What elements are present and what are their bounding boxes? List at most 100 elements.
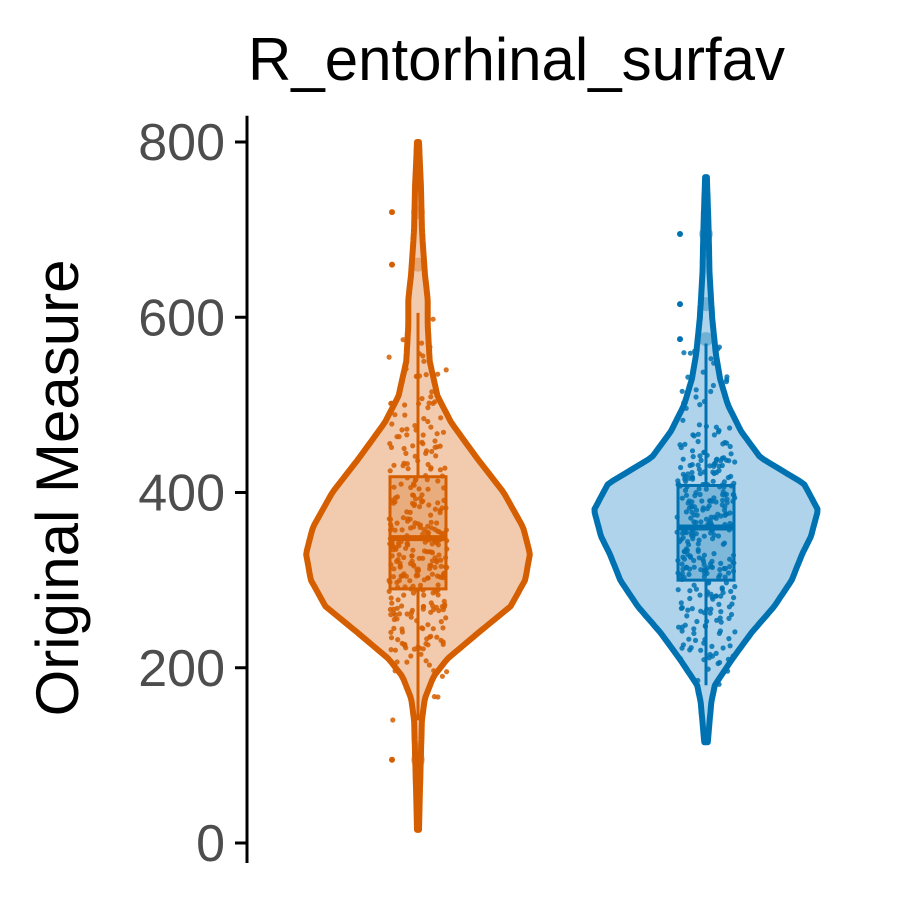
data-point xyxy=(401,445,407,452)
data-point xyxy=(412,453,418,459)
data-point xyxy=(388,629,394,635)
data-point xyxy=(399,527,405,533)
data-point xyxy=(410,443,416,449)
data-point xyxy=(704,506,711,512)
data-point xyxy=(724,440,730,446)
data-point xyxy=(404,509,410,515)
data-point xyxy=(432,438,438,444)
data-point xyxy=(679,645,685,651)
data-point xyxy=(701,533,707,539)
data-point xyxy=(390,717,396,723)
data-point xyxy=(678,537,684,543)
data-point xyxy=(679,624,685,630)
data-point xyxy=(431,694,437,700)
plot-area xyxy=(303,139,821,833)
data-point xyxy=(419,340,425,346)
outlier-point xyxy=(699,332,713,347)
data-point xyxy=(392,647,398,653)
data-point xyxy=(702,449,708,455)
data-point xyxy=(394,520,400,526)
data-point xyxy=(728,611,735,618)
data-point xyxy=(425,486,431,492)
data-point xyxy=(719,585,725,591)
data-point xyxy=(717,628,724,634)
data-point xyxy=(693,394,699,400)
data-point xyxy=(396,611,403,617)
data-point xyxy=(701,574,708,580)
data-point xyxy=(408,525,414,531)
data-point xyxy=(727,556,733,562)
data-point xyxy=(718,513,724,519)
data-point xyxy=(432,564,438,571)
y-tick-label: 200 xyxy=(138,640,225,698)
data-point xyxy=(420,604,426,610)
data-point xyxy=(395,597,401,603)
data-point xyxy=(688,515,694,521)
data-point xyxy=(414,571,420,577)
data-point xyxy=(402,412,408,418)
data-point xyxy=(709,558,715,565)
data-point xyxy=(416,373,423,379)
data-point xyxy=(425,642,431,648)
data-point xyxy=(428,394,434,400)
data-point xyxy=(691,512,697,518)
data-point xyxy=(405,466,411,472)
data-point xyxy=(722,504,728,510)
data-point xyxy=(429,389,435,395)
data-point xyxy=(394,616,400,622)
data-point xyxy=(393,546,399,552)
data-point xyxy=(434,444,440,450)
violin-group-1 xyxy=(303,139,533,833)
data-point xyxy=(410,590,417,596)
outlier-jitter-point xyxy=(677,301,683,308)
data-point xyxy=(425,575,431,581)
data-point xyxy=(722,574,728,580)
data-point xyxy=(677,442,683,448)
data-point xyxy=(687,588,693,594)
data-point xyxy=(708,606,714,612)
data-point xyxy=(404,461,410,467)
data-point xyxy=(680,456,686,462)
data-point xyxy=(419,396,425,402)
data-point xyxy=(725,656,732,663)
data-point xyxy=(388,612,394,618)
data-point xyxy=(679,628,685,634)
y-tick-label: 600 xyxy=(138,289,225,347)
data-point xyxy=(689,448,696,454)
data-point xyxy=(440,639,446,645)
data-point xyxy=(675,478,681,484)
data-point xyxy=(700,507,706,513)
data-point xyxy=(399,603,405,609)
data-point xyxy=(683,478,689,484)
data-point xyxy=(391,462,397,468)
data-point xyxy=(682,548,688,555)
data-point xyxy=(437,507,443,513)
data-point xyxy=(718,619,724,625)
data-point xyxy=(392,527,398,533)
data-point xyxy=(703,486,709,492)
data-point xyxy=(715,429,722,435)
data-point xyxy=(680,417,686,423)
data-point xyxy=(429,571,435,577)
data-point xyxy=(725,475,731,481)
data-point xyxy=(696,466,703,472)
data-point xyxy=(687,350,694,356)
data-point xyxy=(695,431,701,437)
data-point xyxy=(435,542,441,548)
data-point xyxy=(425,405,431,411)
data-point xyxy=(683,509,690,515)
data-point xyxy=(680,566,686,572)
data-point xyxy=(726,636,732,642)
data-point xyxy=(436,552,442,558)
data-point xyxy=(395,637,401,643)
data-point xyxy=(679,561,685,567)
data-point xyxy=(696,422,703,428)
data-point xyxy=(414,567,420,573)
data-point xyxy=(437,574,443,580)
data-point xyxy=(691,582,697,588)
data-point xyxy=(434,431,440,437)
data-point xyxy=(717,659,723,666)
data-point xyxy=(394,659,400,665)
data-point xyxy=(685,374,691,380)
outlier-jitter-point xyxy=(389,756,395,763)
